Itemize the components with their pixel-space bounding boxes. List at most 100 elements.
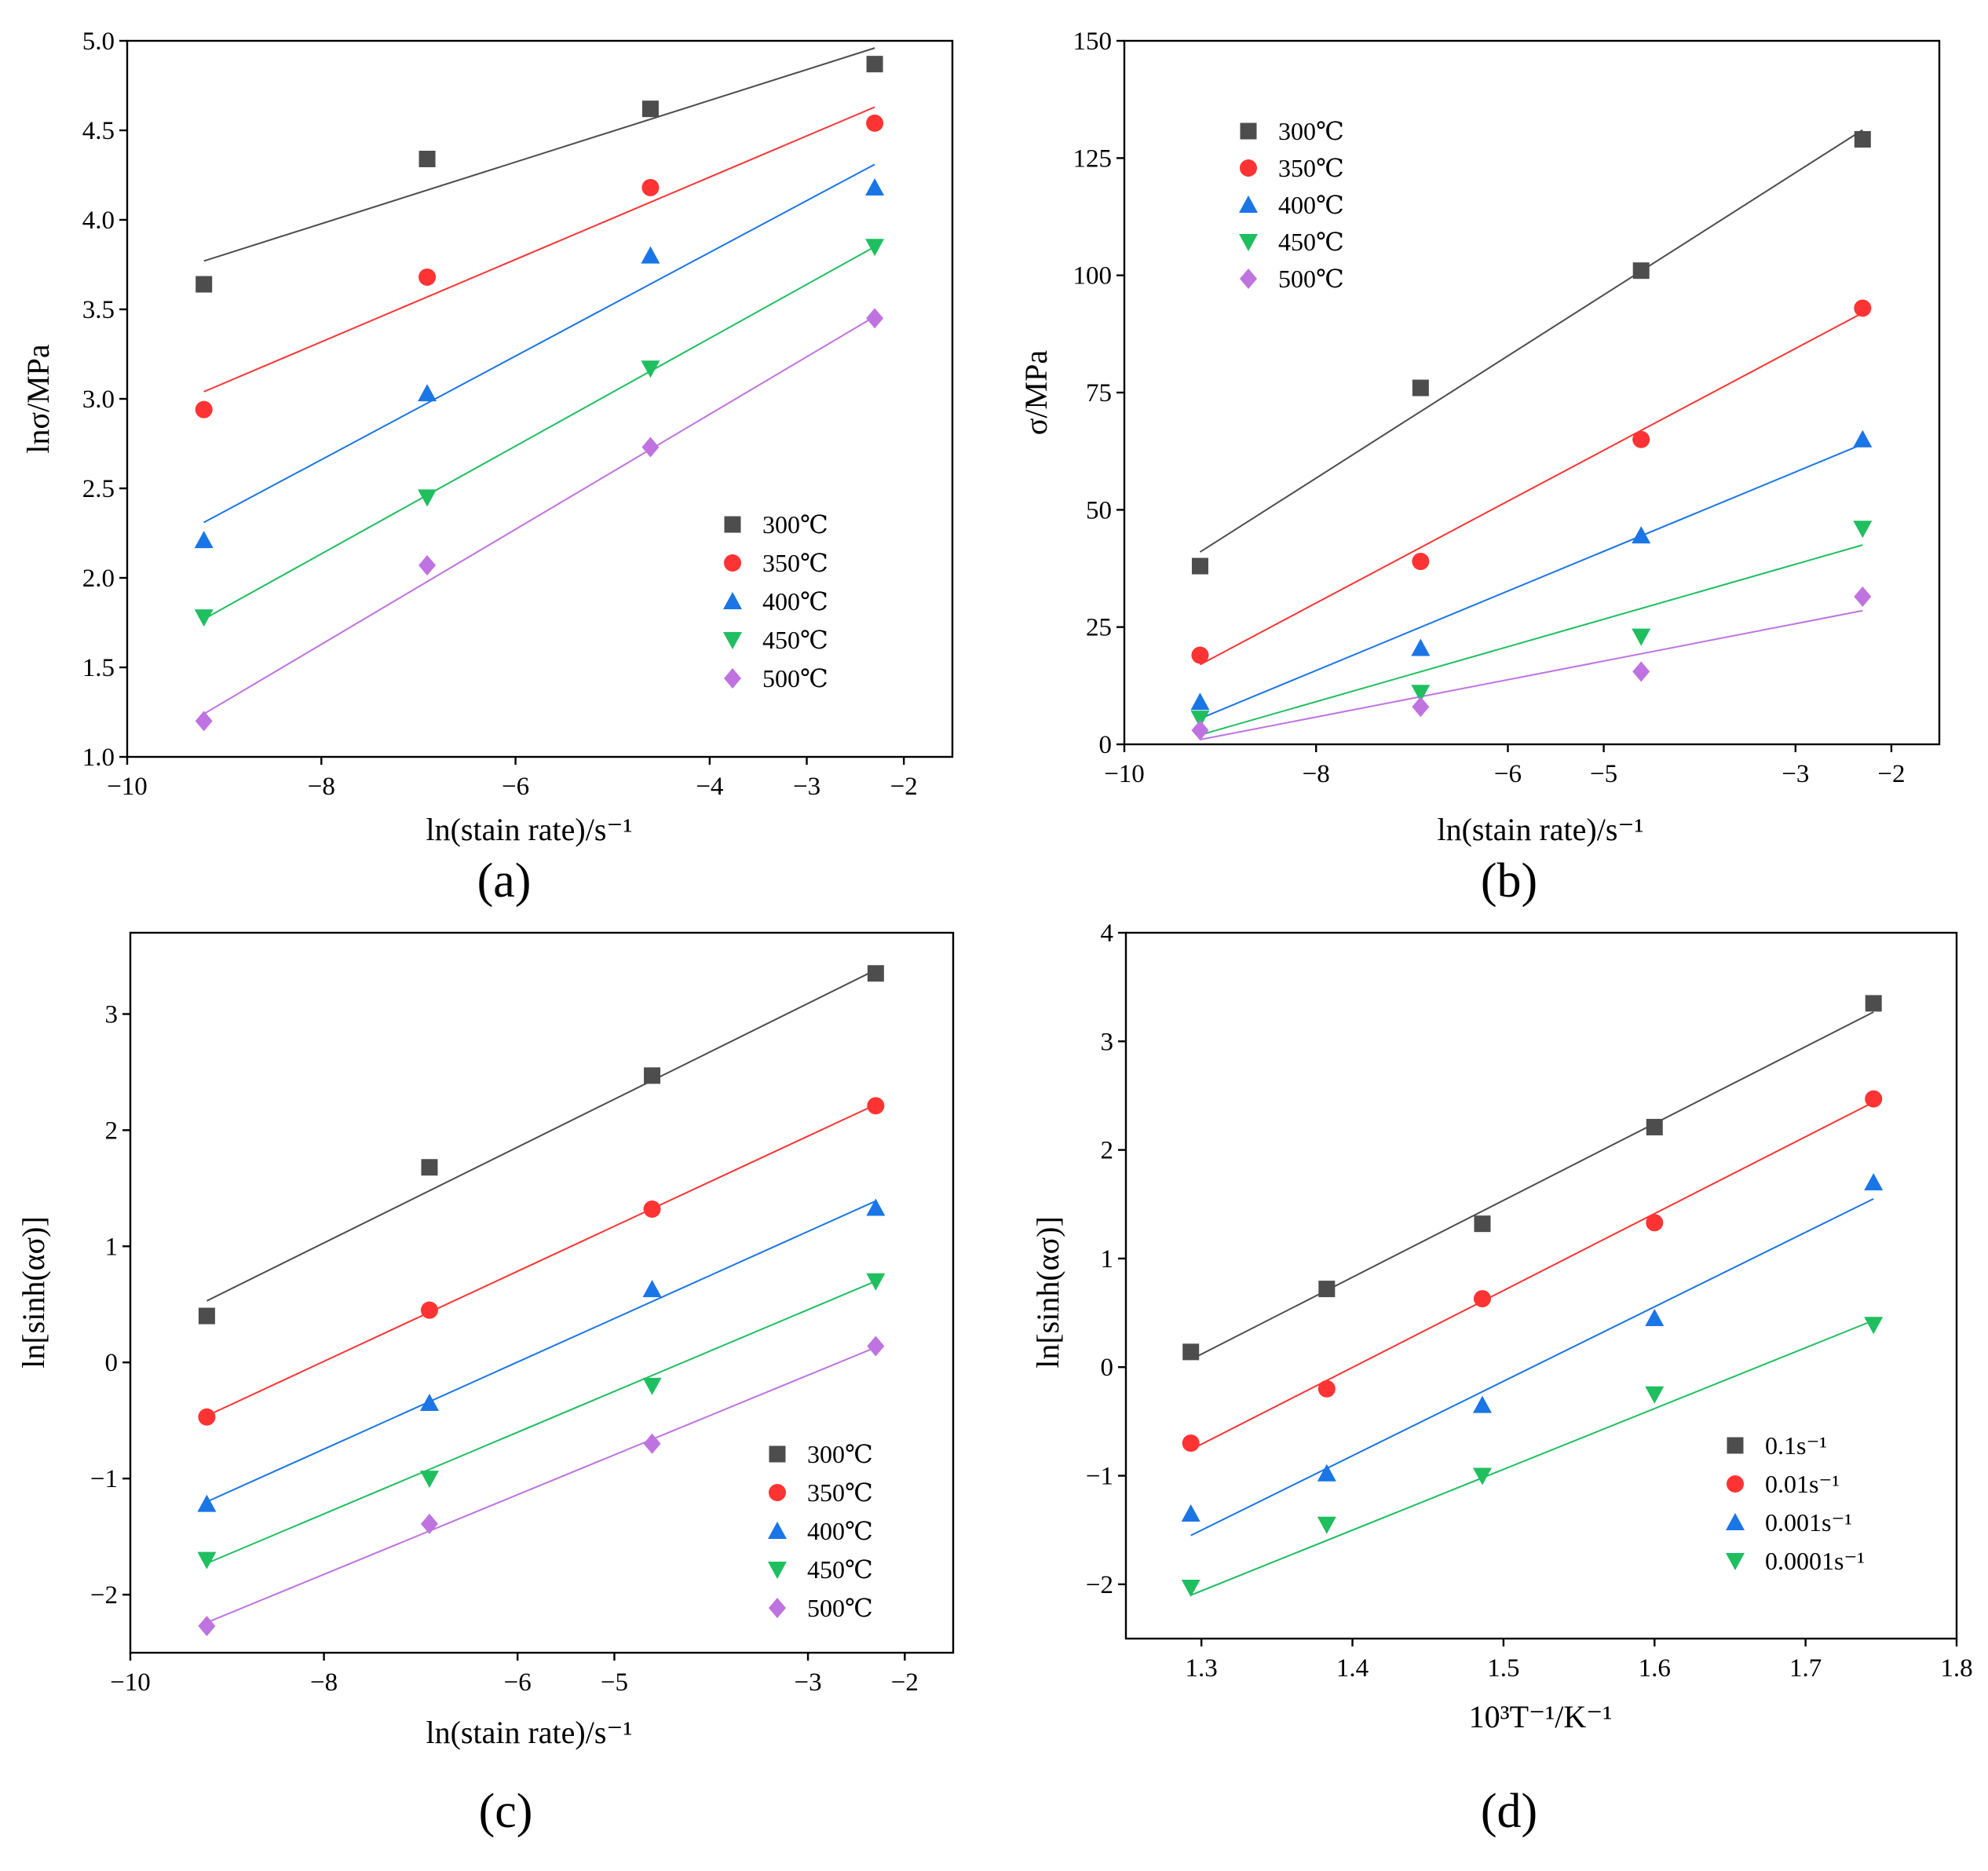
data-point [1412,553,1430,571]
data-point [1632,628,1651,646]
legend-label: 400℃ [807,1517,873,1545]
plot-frame [126,39,954,758]
data-point [418,489,437,507]
plot-frame [1124,931,1958,1640]
data-point [1412,696,1430,718]
y-tick-label: 100 [1073,262,1113,291]
fit-line [1190,1011,1874,1361]
x-tick-label: −6 [502,773,529,801]
legend-marker [723,632,742,649]
x-tick-label: −2 [1877,760,1905,788]
x-tick-label: −10 [110,1668,151,1697]
data-point [419,1471,439,1489]
x-tick-label: −6 [1494,760,1522,788]
data-point [1190,692,1210,711]
fit-line [1199,129,1863,553]
legend-marker [724,668,741,689]
data-point [866,1273,886,1291]
y-tick-label: 4 [1101,919,1114,948]
fit-line [1200,609,1863,741]
x-tick-label: 1.7 [1789,1654,1822,1683]
fit-line [206,1103,876,1417]
data-point [418,555,437,576]
data-point [1854,130,1871,148]
x-tick-label: −4 [696,773,723,801]
data-point [1473,1290,1491,1308]
y-tick-label: 2 [105,1116,119,1145]
data-point [1472,1467,1492,1485]
y-axis-label: σ/MPa [1018,350,1054,435]
legend-label: 0.001s⁻¹ [1765,1508,1852,1537]
legend-label: 500℃ [762,664,828,692]
data-point [1472,1395,1492,1413]
y-axis-label: ln[sinh(ασ)] [16,1216,51,1369]
legend-label: 350℃ [807,1478,873,1507]
x-tick-label: 1.6 [1639,1654,1671,1683]
legend-label: 300℃ [762,510,828,539]
legend-label: 0.01s⁻¹ [1765,1470,1840,1498]
data-point [197,1551,217,1570]
data-point [1853,521,1873,539]
y-tick-label: −2 [90,1581,118,1610]
data-point [642,1280,662,1298]
y-tick-label: 2.5 [82,475,115,503]
data-point [1864,1317,1884,1335]
legend-marker [769,1484,786,1501]
x-tick-label: −2 [891,1668,919,1697]
legend-marker [1240,159,1257,177]
fit-line [203,316,875,715]
x-tick-label: 1.8 [1940,1654,1972,1683]
panel-label: (b) [1481,854,1537,908]
data-point [198,1615,216,1636]
data-point [194,609,214,627]
x-tick-label: −10 [1104,760,1145,788]
fit-line [203,106,875,393]
y-tick-label: 3.0 [82,386,115,414]
legend-label: 0.1s⁻¹ [1765,1431,1827,1460]
data-point [867,965,884,982]
data-point [1317,1464,1336,1482]
y-axis-label: ln[sinh(ασ)] [1030,1216,1065,1369]
legend-label: 300℃ [807,1440,873,1468]
legend-label: 0.0001s⁻¹ [1765,1547,1865,1575]
legend-label: 500℃ [1278,265,1344,293]
y-tick-label: 2.0 [82,565,115,593]
data-point [1318,1281,1336,1298]
data-point [1854,586,1872,607]
data-point [198,1307,215,1325]
x-tick-label: −3 [794,1668,821,1697]
fit-line [1190,1101,1874,1451]
data-point [1182,1434,1200,1453]
legend-marker [1726,1553,1745,1570]
y-tick-label: −1 [1086,1463,1113,1491]
data-point [1854,299,1872,317]
data-point [1317,1516,1336,1534]
fit-line [206,1200,876,1503]
x-tick-label: −3 [1782,760,1809,788]
x-axis-label: ln(stain rate)/s⁻¹ [1437,812,1643,847]
data-point [1632,262,1650,280]
data-point [1864,1173,1884,1191]
y-tick-label: 1.0 [82,744,115,772]
data-point [420,1301,438,1319]
fit-line [206,969,876,1302]
y-tick-label: 1 [105,1233,119,1261]
data-point [641,437,660,458]
data-point [1646,1214,1664,1232]
legend-label: 350℃ [762,549,828,577]
data-point [1411,638,1431,656]
data-point [642,1377,662,1395]
data-point [1191,646,1209,664]
data-point [195,711,213,732]
legend-marker [1727,1475,1744,1493]
chart-d: 1.3 1.4 1.5 1.6 1.7 1.8 −2 −1 0 1 2 3 4 10³T⁻¹/K⁻¹ ln[… [1030,919,1973,1838]
data-point [1645,1308,1665,1326]
legend-marker [769,1598,786,1618]
data-point [1190,711,1210,729]
y-tick-label: 4.0 [82,206,115,235]
plot-frame [129,931,955,1654]
x-tick-label: 1.3 [1186,1654,1218,1683]
fit-line [1200,312,1863,666]
